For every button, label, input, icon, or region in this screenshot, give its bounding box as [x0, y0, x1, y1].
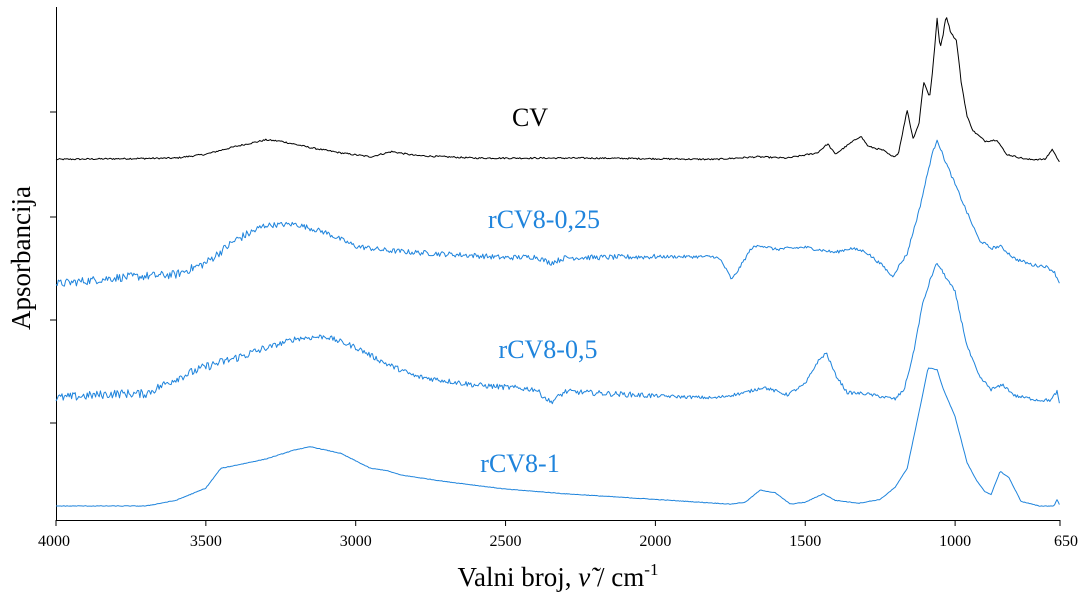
series-line-4	[55, 367, 1060, 507]
series-label-group: CV rCV8-0,25 rCV8-0,5 rCV8-1	[480, 103, 600, 478]
x-axis-title-unit: / cm	[590, 562, 644, 592]
x-tick-label: 3000	[340, 533, 372, 550]
series-line-1	[55, 17, 1060, 163]
x-tick-label: 3500	[190, 533, 222, 550]
series-label-4: rCV8-1	[480, 449, 559, 478]
series-label-1: CV	[512, 103, 548, 132]
x-tick-label: 1000	[939, 533, 971, 550]
y-tick-group	[50, 111, 56, 424]
x-tick-label: 4000	[38, 533, 70, 550]
x-tick-label: 1500	[789, 533, 821, 550]
x-tick-label: 2000	[639, 533, 671, 550]
x-axis-title: Valni broj, ν̃ / cm-1	[458, 560, 659, 592]
x-tick-label: 650	[1054, 533, 1078, 550]
series-line-2	[55, 139, 1060, 287]
x-axis-title-main: Valni broj,	[458, 562, 579, 592]
series-label-2: rCV8-0,25	[488, 205, 600, 234]
series-line-3	[55, 263, 1060, 405]
series-group	[55, 17, 1060, 507]
x-axis-title-sup: -1	[644, 560, 658, 579]
series-label-3: rCV8-0,5	[499, 335, 598, 364]
x-tick-group: 4000 3500 3000 2500 2000 1500 1000 650	[38, 520, 1078, 550]
y-axis-title: Apsorbancija	[6, 186, 36, 330]
x-tick-label: 2500	[490, 533, 522, 550]
